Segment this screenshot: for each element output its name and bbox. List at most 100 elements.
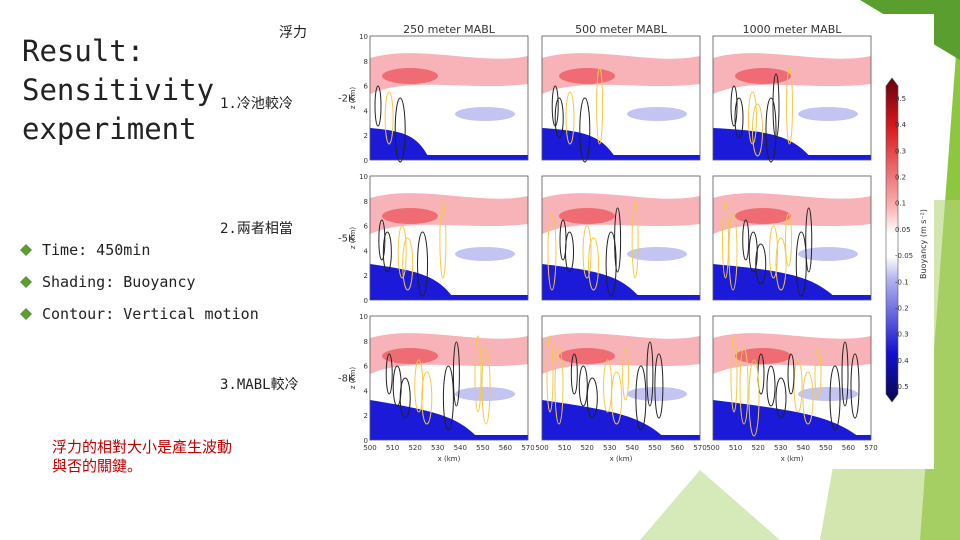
y-tick-label: 8 [364, 198, 368, 206]
contour [635, 365, 647, 431]
colorbar-tick-label: -0.1 [895, 278, 909, 286]
y-tick-label: 6 [364, 83, 369, 91]
contour [588, 237, 600, 291]
contour [814, 347, 822, 401]
bullet-text: Time: 450min [42, 241, 151, 259]
colorbar [885, 77, 899, 403]
y-tick-label: 10 [359, 173, 368, 181]
contour [614, 207, 622, 273]
x-tick-label: 570 [864, 444, 877, 452]
x-tick-label: 560 [499, 444, 512, 452]
contour [611, 371, 623, 425]
shading-negative-light [798, 107, 858, 121]
annotation: 3.MABL較冷 [220, 377, 299, 393]
x-tick-label: 530 [431, 444, 444, 452]
y-tick-label: 6 [364, 363, 369, 371]
x-tick-label: 540 [797, 444, 810, 452]
contour [739, 347, 749, 425]
x-tick-label: 500 [535, 444, 548, 452]
contour [654, 353, 664, 419]
panel [541, 35, 701, 163]
contour [728, 213, 738, 291]
contour [722, 201, 729, 279]
x-tick-label: 550 [476, 444, 489, 452]
panel [369, 315, 529, 441]
panel-frame [712, 315, 872, 441]
x-tick-label: 520 [408, 444, 421, 452]
contour [646, 341, 654, 407]
contour [399, 377, 411, 419]
contour [565, 231, 574, 273]
y-tick-label: 2 [364, 272, 368, 280]
shading-negative-band [370, 155, 528, 160]
column-title: 1000 meter MABL [743, 23, 843, 36]
contour [570, 353, 578, 395]
contour [586, 377, 598, 419]
shading-positive-core [735, 68, 791, 84]
contour [421, 371, 433, 425]
contour [850, 353, 860, 419]
shading-negative [370, 128, 430, 160]
shading-positive [713, 333, 871, 374]
contour [385, 353, 393, 395]
contour [748, 91, 757, 145]
shading-positive-core [559, 68, 615, 84]
contour [730, 335, 738, 413]
panel-frame [712, 35, 872, 161]
contour [769, 225, 778, 279]
panel [712, 315, 872, 441]
shading-negative-band [542, 435, 700, 440]
colorbar-tick-label: 0.3 [895, 147, 906, 155]
contour [397, 225, 407, 279]
bullet-list: Time: 450min Shading: Buoyancy Contour: … [20, 234, 259, 330]
title-line: Sensitivity [22, 73, 215, 107]
colorbar-label: Buoyancy (m s⁻²) [919, 209, 928, 279]
contour [802, 371, 814, 425]
shading-positive-core [559, 208, 615, 224]
panel [712, 35, 872, 163]
shading-negative-light [627, 107, 687, 121]
panel [541, 175, 701, 301]
shading-negative [713, 264, 838, 300]
x-tick-label: 510 [729, 444, 742, 452]
bullet: Contour: Vertical motion [20, 298, 259, 330]
contour [841, 341, 849, 407]
shading-negative-light [627, 387, 687, 401]
panel-frame [369, 315, 529, 441]
shading-positive-core [559, 348, 615, 364]
shading-negative-light [798, 387, 858, 401]
contour [402, 237, 414, 291]
shading-positive-core [382, 348, 438, 364]
contour [546, 335, 554, 413]
x-tick-label: 570 [693, 444, 706, 452]
y-tick-label: 2 [364, 132, 368, 140]
bullet-text: Contour: Vertical motion [42, 305, 259, 323]
contour [742, 219, 750, 261]
contour [374, 85, 382, 127]
contour [554, 97, 564, 139]
contour [481, 347, 491, 425]
colorbar-tick-label: 0.1 [895, 200, 906, 208]
x-tick-label: 500 [706, 444, 719, 452]
x-tick-label: 540 [626, 444, 639, 452]
shading-negative [370, 400, 480, 440]
contour [452, 341, 460, 407]
contour [752, 103, 763, 157]
shading-negative-band [713, 435, 871, 440]
row-label: -2K [338, 94, 355, 105]
contour [772, 73, 780, 139]
x-axis-label: x (km) [438, 455, 461, 463]
shading-negative [542, 264, 642, 300]
shading-negative-band [542, 295, 700, 300]
annotation: 1.冷池較冷 [220, 96, 293, 112]
contour [734, 97, 744, 139]
contour [378, 219, 386, 261]
bullet: Time: 450min [20, 234, 259, 266]
contour [442, 365, 454, 431]
shading-negative-band [542, 155, 700, 160]
bullet: Shading: Buoyancy [20, 266, 259, 298]
contour [582, 225, 592, 279]
x-tick-label: 550 [648, 444, 661, 452]
colorbar-tick-label: 0.2 [895, 174, 906, 182]
